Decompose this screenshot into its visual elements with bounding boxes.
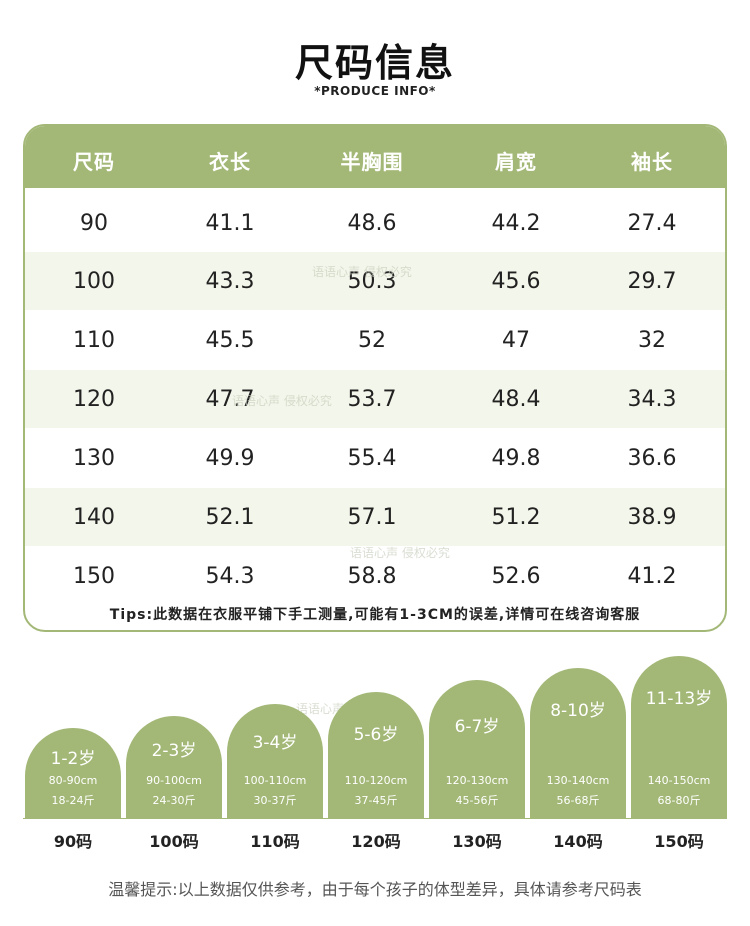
size-label: 100码 xyxy=(149,832,199,851)
cell-length: 49.9 xyxy=(205,446,255,471)
cell-length: 41.1 xyxy=(205,211,255,236)
table-row: 140 52.1 57.1 51.2 38.9 xyxy=(25,488,725,546)
height-range: 100-110cm xyxy=(243,774,307,787)
age-range: 5-6岁 xyxy=(353,725,399,745)
age-card: 11-13岁 140-150cm 68-80斤 xyxy=(631,656,727,818)
cell-length: 43.3 xyxy=(205,269,255,294)
cell-shoulder: 49.8 xyxy=(491,446,541,471)
age-range: 2-3岁 xyxy=(151,741,197,761)
age-card: 6-7岁 120-130cm 45-56斤 xyxy=(429,680,525,818)
page-title: 尺码信息 xyxy=(294,41,455,85)
cell-chest: 53.7 xyxy=(347,387,397,412)
cell-sleeve: 34.3 xyxy=(627,387,677,412)
weight-range: 18-24斤 xyxy=(51,794,95,807)
cell-size: 110 xyxy=(73,328,115,353)
watermark: 语语心声 侵权必究 xyxy=(350,546,450,560)
cell-shoulder: 51.2 xyxy=(491,505,541,530)
cell-length: 45.5 xyxy=(205,328,255,353)
page-subtitle: *PRODUCE INFO* xyxy=(314,84,436,98)
weight-range: 24-30斤 xyxy=(152,794,196,807)
table-header: 尺码 衣长 半胸围 肩宽 袖长 xyxy=(25,126,725,188)
height-range: 110-120cm xyxy=(344,774,408,787)
size-table: 尺码 衣长 半胸围 肩宽 袖长 90 41.1 48.6 44.2 27.4 1… xyxy=(23,124,727,632)
chart-baseline xyxy=(23,818,727,819)
weight-range: 37-45斤 xyxy=(354,794,398,807)
weight-range: 30-37斤 xyxy=(253,794,297,807)
cell-length: 52.1 xyxy=(205,505,255,530)
footer-note: 温馨提示:以上数据仅供参考，由于每个孩子的体型差异，具体请参考尺码表 xyxy=(108,880,642,899)
table-row: 120 47.7 53.7 48.4 34.3 xyxy=(25,370,725,428)
age-range: 11-13岁 xyxy=(645,689,713,709)
header-size: 尺码 xyxy=(73,150,115,174)
table-row: 100 43.3 50.3 45.6 29.7 xyxy=(25,252,725,310)
age-card: 2-3岁 90-100cm 24-30斤 xyxy=(126,716,222,818)
height-range: 120-130cm xyxy=(445,774,509,787)
cell-sleeve: 27.4 xyxy=(627,211,677,236)
cell-sleeve: 41.2 xyxy=(627,564,677,589)
cell-sleeve: 32 xyxy=(638,328,666,353)
header-chest: 半胸围 xyxy=(340,150,404,174)
cell-sleeve: 38.9 xyxy=(627,505,677,530)
age-card: 3-4岁 100-110cm 30-37斤 xyxy=(227,704,323,818)
header-length: 衣长 xyxy=(209,150,251,174)
cell-length: 54.3 xyxy=(205,564,255,589)
cell-chest: 50.3 xyxy=(347,269,397,294)
age-card: 8-10岁 130-140cm 56-68斤 xyxy=(530,668,626,818)
cell-chest: 55.4 xyxy=(347,446,397,471)
weight-range: 56-68斤 xyxy=(556,794,600,807)
header-shoulder: 肩宽 xyxy=(495,150,537,174)
weight-range: 45-56斤 xyxy=(455,794,499,807)
age-range: 1-2岁 xyxy=(50,749,96,769)
cell-size: 100 xyxy=(73,269,115,294)
cell-sleeve: 36.6 xyxy=(627,446,677,471)
cell-size: 120 xyxy=(73,387,115,412)
cell-size: 130 xyxy=(73,446,115,471)
cell-chest: 48.6 xyxy=(347,211,397,236)
age-card: 1-2岁 80-90cm 18-24斤 xyxy=(25,728,121,818)
watermark: 语语心声 侵权必究 xyxy=(312,265,412,279)
table-row: 130 49.9 55.4 49.8 36.6 xyxy=(25,429,725,487)
cell-chest: 52 xyxy=(358,328,386,353)
age-range: 3-4岁 xyxy=(252,733,298,753)
cell-size: 90 xyxy=(80,211,108,236)
weight-range: 68-80斤 xyxy=(657,794,701,807)
cell-chest: 58.8 xyxy=(347,564,397,589)
age-range: 6-7岁 xyxy=(454,717,500,737)
cell-shoulder: 44.2 xyxy=(491,211,541,236)
size-label: 130码 xyxy=(452,832,502,851)
watermark: 语语心声 侵权必究 xyxy=(232,394,332,408)
cell-shoulder: 48.4 xyxy=(491,387,541,412)
cell-size: 150 xyxy=(73,564,115,589)
height-range: 130-140cm xyxy=(546,774,610,787)
height-range: 140-150cm xyxy=(647,774,711,787)
table-row: 110 45.5 52 47 32 xyxy=(25,311,725,369)
size-label: 110码 xyxy=(250,832,300,851)
size-label: 150码 xyxy=(654,832,704,851)
age-card: 5-6岁 110-120cm 37-45斤 xyxy=(328,692,424,818)
table-row: 150 54.3 58.8 52.6 41.2 xyxy=(25,547,725,605)
header-sleeve: 袖长 xyxy=(631,150,673,174)
measurement-tips: Tips:此数据在衣服平铺下手工测量,可能有1-3CM的误差,详情可在线咨询客服 xyxy=(109,607,641,623)
size-label: 120码 xyxy=(351,832,401,851)
cell-shoulder: 52.6 xyxy=(491,564,541,589)
cell-sleeve: 29.7 xyxy=(627,269,677,294)
cell-size: 140 xyxy=(73,505,115,530)
cell-shoulder: 45.6 xyxy=(491,269,541,294)
size-label: 140码 xyxy=(553,832,603,851)
cell-chest: 57.1 xyxy=(347,505,397,530)
height-range: 90-100cm xyxy=(146,774,202,787)
height-range: 80-90cm xyxy=(48,774,98,787)
cell-shoulder: 47 xyxy=(502,328,530,353)
age-range: 8-10岁 xyxy=(550,701,606,721)
cell-length: 47.7 xyxy=(205,387,255,412)
table-row: 90 41.1 48.6 44.2 27.4 xyxy=(25,194,725,252)
size-label: 90码 xyxy=(53,832,93,851)
